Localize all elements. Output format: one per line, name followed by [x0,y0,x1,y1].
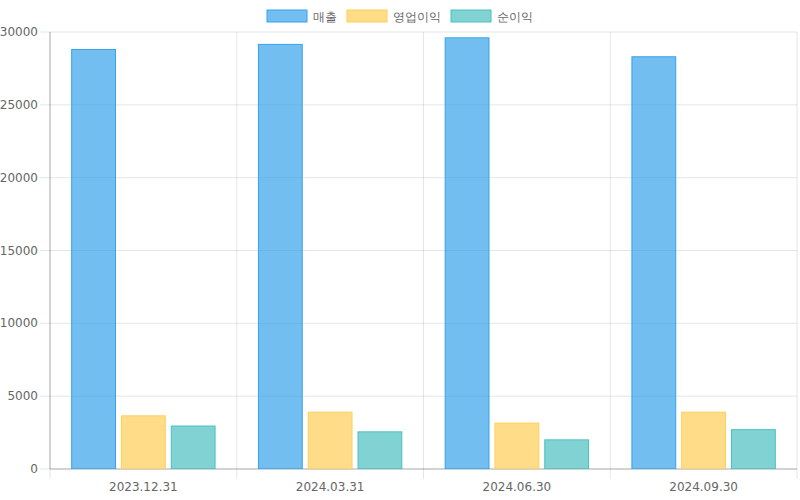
grid-line [40,177,797,178]
x-tick-label: 2023.12.31 [109,480,178,494]
grid-line [40,104,797,105]
category-grid-line [236,32,237,479]
y-tick-label: 25000 [0,98,38,112]
y-tick-label: 15000 [0,244,38,258]
bar [495,423,539,469]
legend-label: 순이익 [497,10,533,24]
bar [258,44,302,469]
category-grid-line [423,32,424,479]
legend-swatch [347,10,387,22]
bar [72,49,116,469]
grid-line [40,250,797,251]
chart: 0 5000 10000 15000 20000 25000 30000 2023.12.31… [0,0,800,500]
y-tick-label: 10000 [0,316,38,330]
legend-label: 매출 [313,10,337,24]
bar [632,57,676,469]
bars [72,38,776,469]
grid-line [40,323,797,324]
bar [445,38,489,469]
legend-swatch [451,10,491,22]
bar [121,416,165,469]
y-axis [50,32,51,469]
grid-line [40,32,797,33]
y-tick-label: 30000 [0,25,38,39]
bar [545,440,589,469]
x-tick-label: 2024.03.31 [296,480,365,494]
y-tick-label: 5000 [7,389,38,403]
category-grid-line [50,32,51,479]
bar [682,412,726,469]
y-tick-label: 0 [30,462,38,476]
grid-line [40,396,797,397]
bar [732,430,776,469]
legend: 매출 영업이익 순이익 [267,10,533,24]
legend-swatch [267,10,307,22]
bar [358,432,402,469]
x-tick-label: 2024.09.30 [669,480,738,494]
bar [171,426,215,469]
x-tick-label: 2024.06.30 [483,480,552,494]
category-grid-line [610,32,611,479]
legend-label: 영업이익 [393,10,441,24]
category-grid-line [797,32,798,479]
bar [308,412,352,469]
y-tick-label: 20000 [0,171,38,185]
